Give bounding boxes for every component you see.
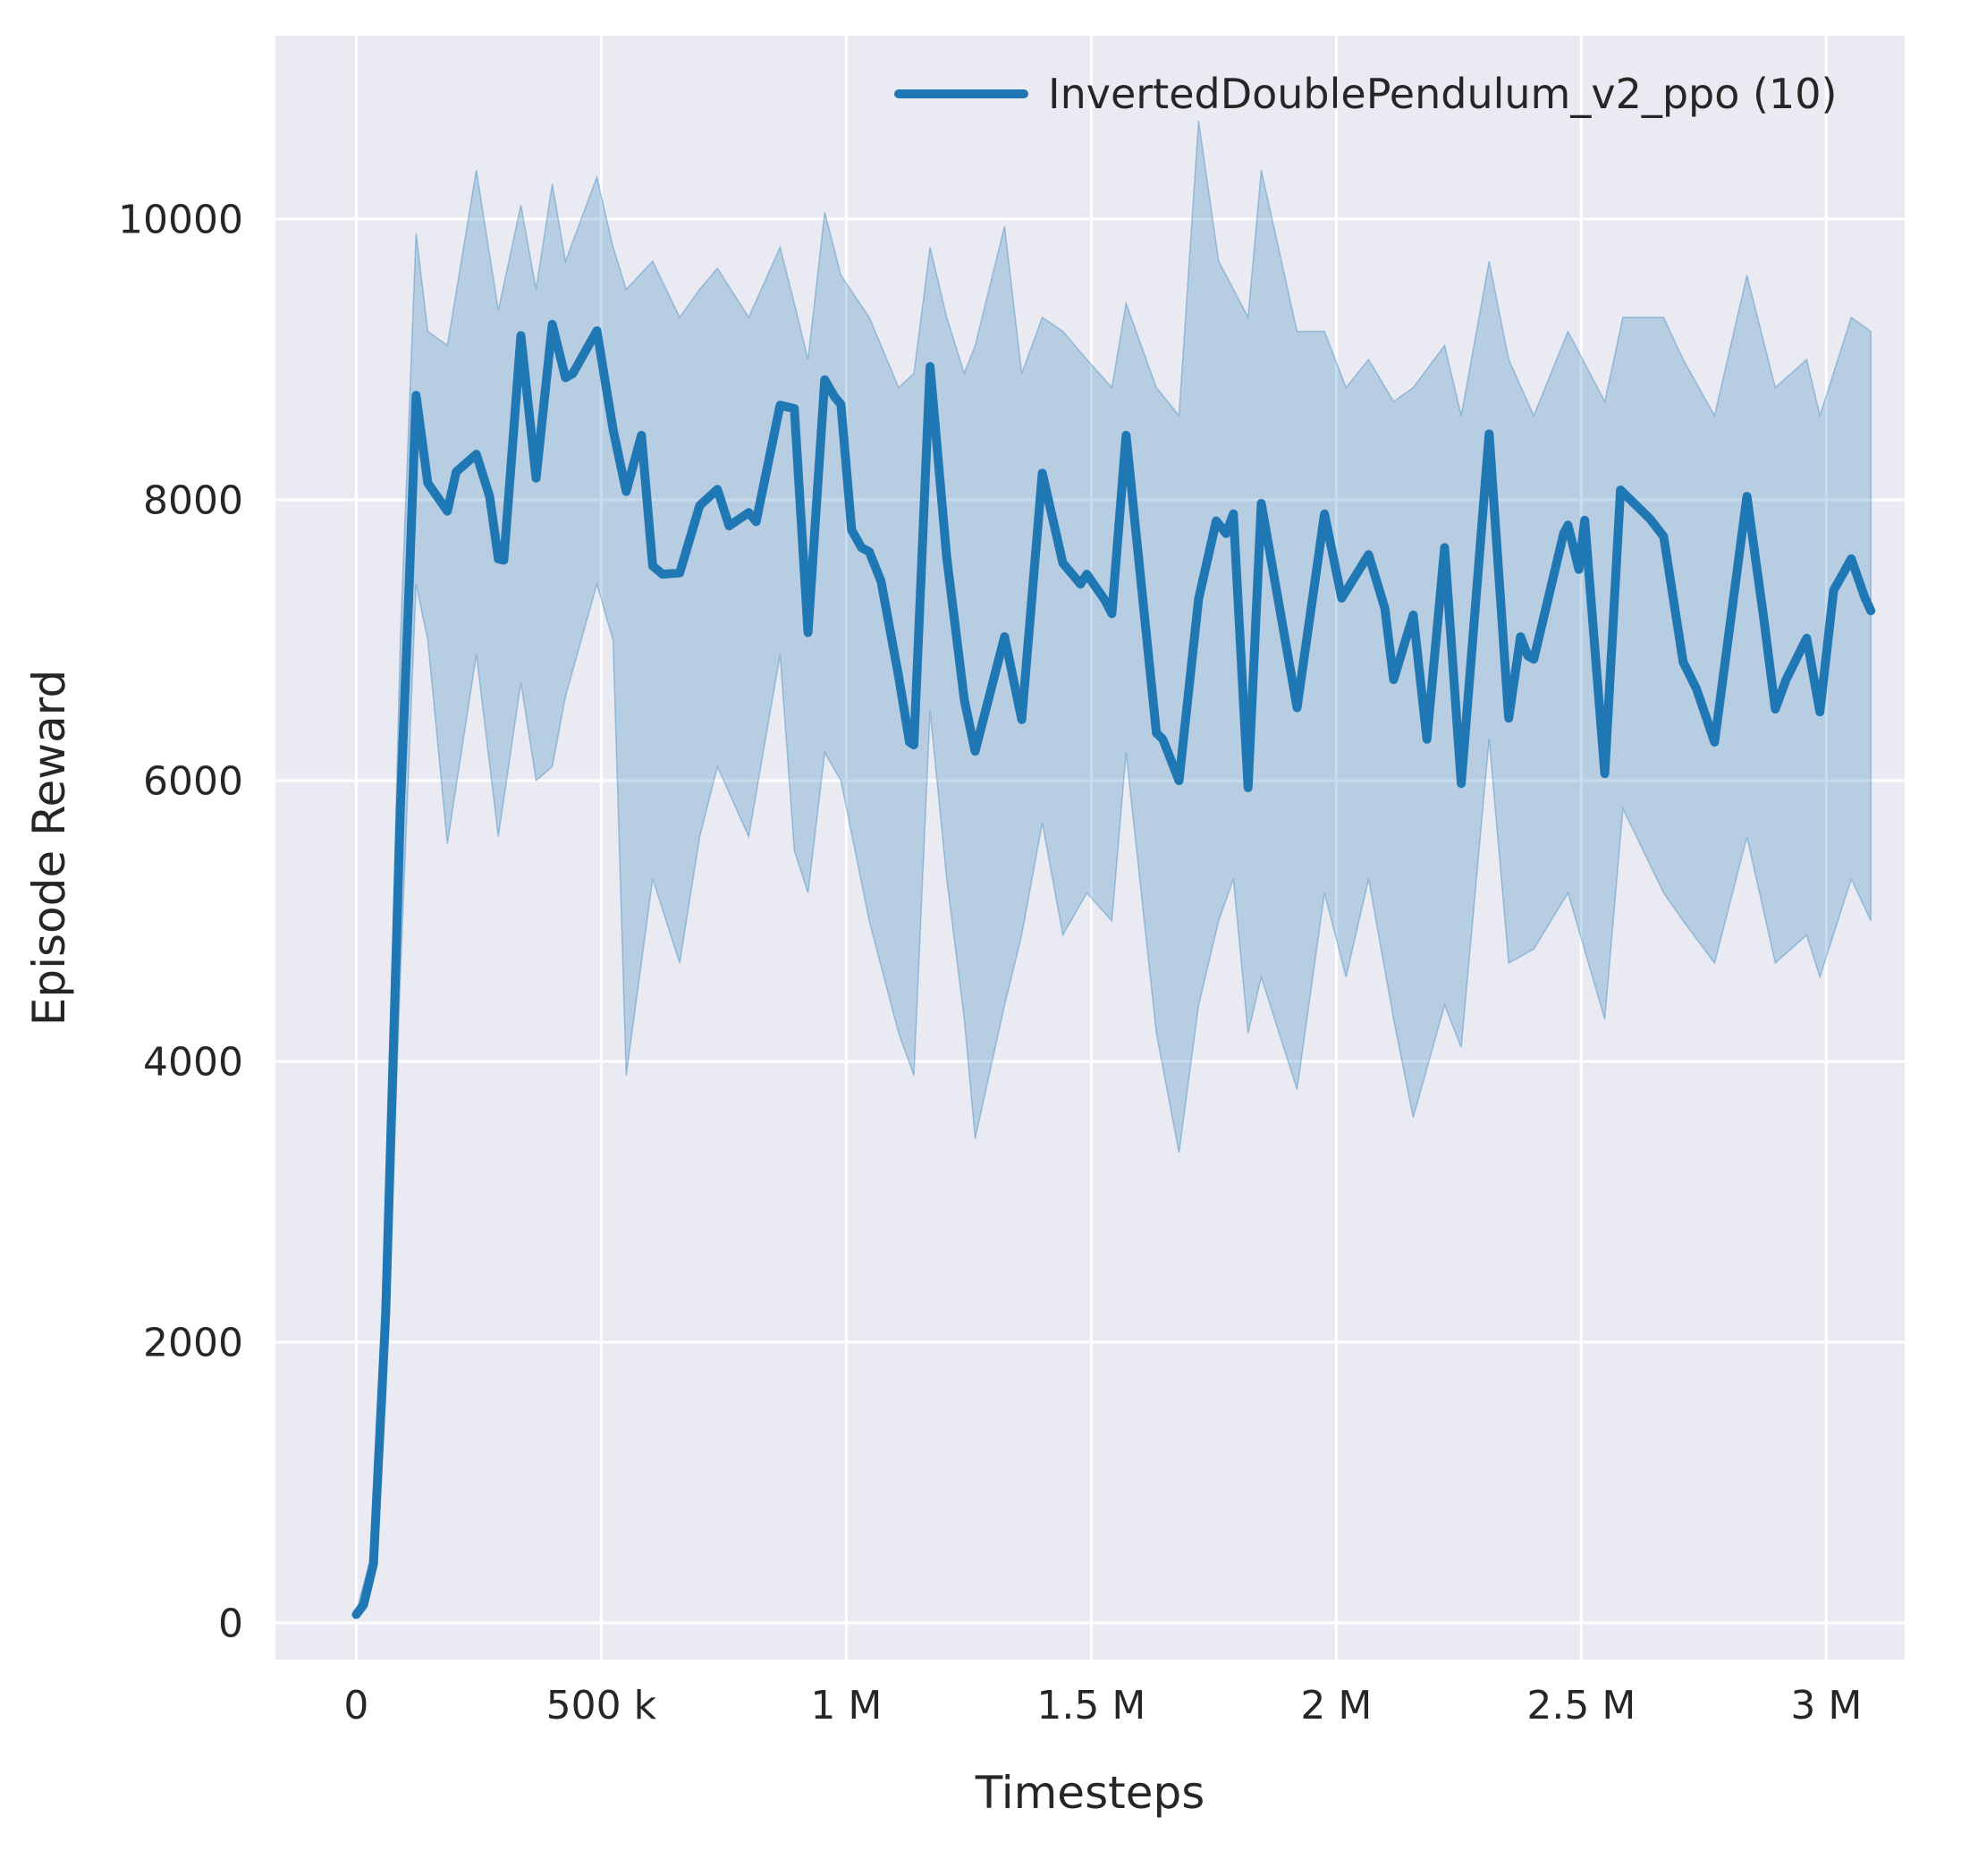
y-tick-label: 4000 [143, 1039, 243, 1085]
x-axis-label: Timesteps [975, 1767, 1205, 1819]
y-tick-label: 10000 [118, 197, 243, 242]
x-tick-label: 500 k [546, 1683, 657, 1728]
legend: InvertedDoublePendulum_v2_ppo (10) [894, 70, 1837, 118]
x-tick-label: 1 M [810, 1683, 882, 1728]
y-axis-label: Episode Reward [23, 670, 75, 1026]
x-tick-label: 0 [343, 1683, 368, 1728]
x-tick-label: 2 M [1300, 1683, 1372, 1728]
y-tick-label: 8000 [143, 477, 243, 523]
grid [275, 36, 1905, 1660]
legend-label: InvertedDoublePendulum_v2_ppo (10) [1048, 70, 1837, 118]
y-tick-label: 6000 [143, 758, 243, 804]
x-tick-label: 1.5 M [1036, 1683, 1145, 1728]
x-tick-label: 3 M [1790, 1683, 1862, 1728]
y-tick-label: 0 [218, 1601, 243, 1646]
x-tick-label: 2.5 M [1526, 1683, 1636, 1728]
mean-line [351, 319, 1876, 1619]
y-tick-label: 2000 [143, 1320, 243, 1365]
